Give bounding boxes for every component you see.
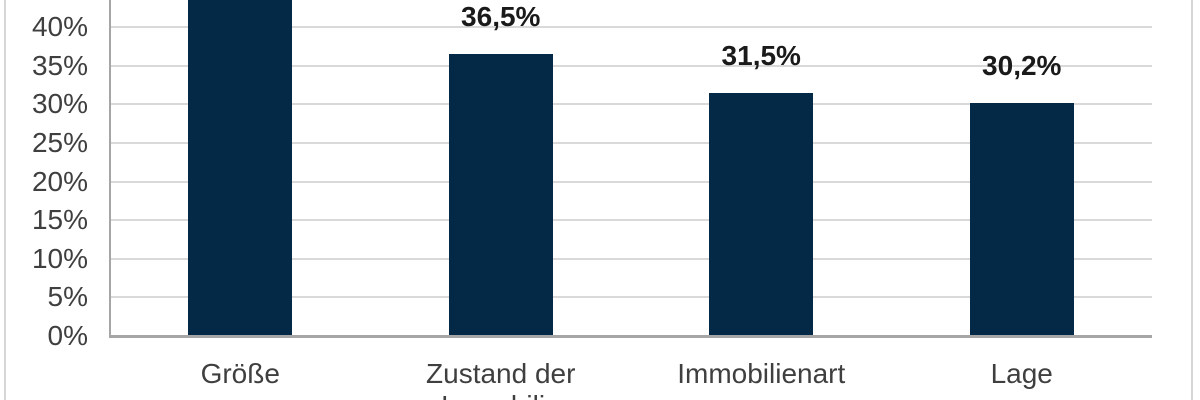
value-label: 30,2% (982, 49, 1062, 81)
y-tick-label: 10% (31, 242, 88, 274)
y-tick-label: 40% (31, 11, 88, 43)
y-tick-label: 30% (31, 88, 88, 120)
y-tick-label: 5% (47, 281, 88, 313)
category-label: Immobilienart (677, 358, 846, 389)
gridline-5% (110, 296, 1152, 299)
gridline-40% (110, 26, 1152, 29)
value-label: 31,5% (721, 39, 801, 71)
image-left-border (4, 0, 6, 400)
y-tick-label: 35% (31, 49, 88, 81)
gridline-15% (110, 219, 1152, 222)
bar-Zustand der Immobilie (448, 54, 553, 336)
y-axis-line (109, 0, 111, 338)
bar-Größe (188, 0, 293, 336)
x-axis-line (109, 335, 1152, 338)
category-label: Zustand der Immobilie (426, 358, 576, 400)
gridline-25% (110, 142, 1152, 144)
bar-Lage (969, 102, 1074, 336)
gridline-10% (110, 257, 1152, 260)
y-tick-label: 20% (31, 165, 88, 197)
category-label: Lage (990, 358, 1053, 389)
image-right-border (1191, 0, 1193, 400)
value-label: 36,5% (461, 1, 541, 33)
category-label: Größe (200, 358, 280, 389)
gridline-30% (110, 103, 1152, 106)
y-tick-label: 25% (31, 127, 88, 158)
y-tick-label: 15% (31, 204, 88, 236)
bar-Immobilienart (709, 92, 814, 336)
y-tick-label: 0% (47, 320, 88, 351)
gridline-35% (110, 64, 1152, 67)
gridline-20% (110, 180, 1152, 183)
